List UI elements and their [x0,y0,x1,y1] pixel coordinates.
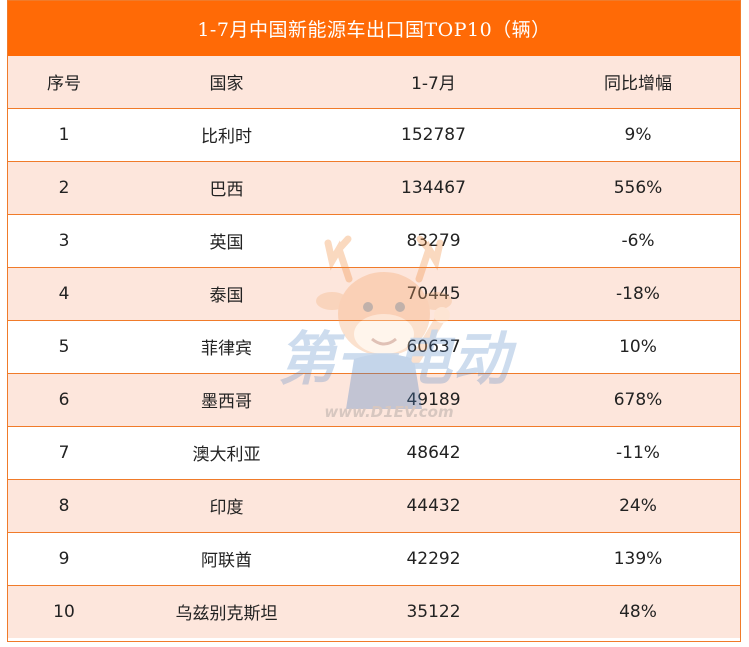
rank-cell: 9 [8,532,120,586]
rank-cell: 10 [8,585,120,638]
country-cell: 菲律宾 [120,320,333,374]
volume-cell: 42292 [333,532,534,586]
table-row: 8 印度 44432 24% [8,479,740,533]
volume-cell: 134467 [333,161,534,215]
volume-cell: 152787 [333,108,534,162]
table-row: 7 澳大利亚 48642 -11% [8,426,740,480]
country-cell: 泰国 [120,267,333,321]
volume-cell: 83279 [333,214,534,268]
country-cell: 阿联酋 [120,532,333,586]
country-cell: 印度 [120,479,333,533]
rank-cell: 4 [8,267,120,321]
rank-cell: 5 [8,320,120,374]
rank-cell: 7 [8,426,120,480]
header-rank: 序号 [8,56,120,109]
table-row: 5 菲律宾 60637 10% [8,320,740,374]
table-row: 6 墨西哥 49189 678% [8,373,740,427]
volume-cell: 48642 [333,426,534,480]
rank-cell: 8 [8,479,120,533]
yoy-cell: -18% [534,267,740,321]
volume-cell: 49189 [333,373,534,427]
yoy-cell: 678% [534,373,740,427]
country-cell: 比利时 [120,108,333,162]
volume-cell: 70445 [333,267,534,321]
yoy-cell: -11% [534,426,740,480]
data-table-card: 1-7月中国新能源车出口国TOP10（辆） 序号 国家 1-7月 同比增幅 1 … [7,0,741,642]
volume-cell: 60637 [333,320,534,374]
yoy-cell: 139% [534,532,740,586]
country-cell: 乌兹别克斯坦 [120,585,333,638]
yoy-cell: 556% [534,161,740,215]
rank-cell: 1 [8,108,120,162]
table-row: 3 英国 83279 -6% [8,214,740,268]
volume-cell: 35122 [333,585,534,638]
table-row: 10 乌兹别克斯坦 35122 48% [8,585,740,638]
yoy-cell: -6% [534,214,740,268]
rank-cell: 3 [8,214,120,268]
rank-cell: 2 [8,161,120,215]
header-volume: 1-7月 [333,56,534,109]
volume-cell: 44432 [333,479,534,533]
table-row: 4 泰国 70445 -18% [8,267,740,321]
country-cell: 英国 [120,214,333,268]
header-row: 序号 国家 1-7月 同比增幅 [8,56,740,109]
rank-cell: 6 [8,373,120,427]
header-country: 国家 [120,56,333,109]
export-table: 序号 国家 1-7月 同比增幅 1 比利时 152787 9% 2 巴西 134… [8,56,740,638]
country-cell: 巴西 [120,161,333,215]
table-row: 9 阿联酋 42292 139% [8,532,740,586]
country-cell: 墨西哥 [120,373,333,427]
table-title: 1-7月中国新能源车出口国TOP10（辆） [8,1,740,56]
yoy-cell: 10% [534,320,740,374]
yoy-cell: 48% [534,585,740,638]
table-row: 1 比利时 152787 9% [8,108,740,162]
yoy-cell: 9% [534,108,740,162]
country-cell: 澳大利亚 [120,426,333,480]
header-yoy: 同比增幅 [534,56,740,109]
table-row: 2 巴西 134467 556% [8,161,740,215]
yoy-cell: 24% [534,479,740,533]
